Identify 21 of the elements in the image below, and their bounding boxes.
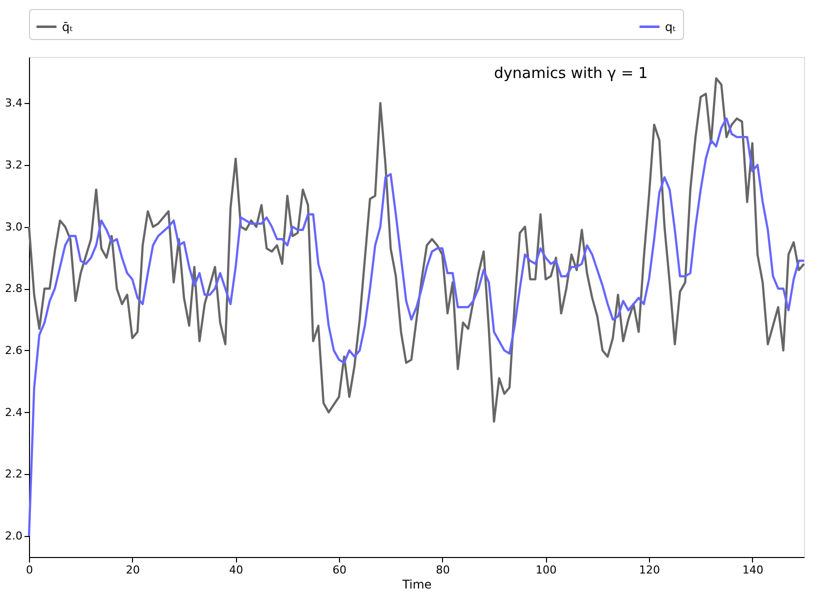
y-tick-label: 2.2 [5, 468, 22, 481]
y-tick-label: 2.6 [5, 344, 22, 357]
y-tick-label: 3.4 [5, 96, 22, 110]
x-tick-label: 0 [26, 564, 33, 576]
y-tick-label: 3.0 [5, 220, 22, 234]
line-series [28, 117, 806, 538]
legend-label: qₜ [665, 20, 676, 34]
y-tick-label: 2.4 [5, 406, 22, 419]
x-tick-label: 100 [536, 564, 557, 576]
x-tick-label: 60 [332, 564, 346, 576]
x-tick-label: 40 [229, 564, 244, 576]
y-tick-label: 2.0 [5, 529, 22, 542]
legend-label: q̄ₜ [62, 20, 74, 34]
x-tick-label: 80 [436, 564, 450, 576]
y-tick-label: 2.8 [5, 282, 22, 296]
y-tick-label: 3.2 [5, 158, 22, 172]
x-tick-label: 20 [126, 564, 140, 576]
x-tick-label: 120 [639, 564, 660, 576]
x-axis-title: Time [401, 578, 432, 592]
annotation: dynamics with γ = 1 [494, 64, 648, 82]
x-tick-label: 140 [742, 564, 764, 576]
